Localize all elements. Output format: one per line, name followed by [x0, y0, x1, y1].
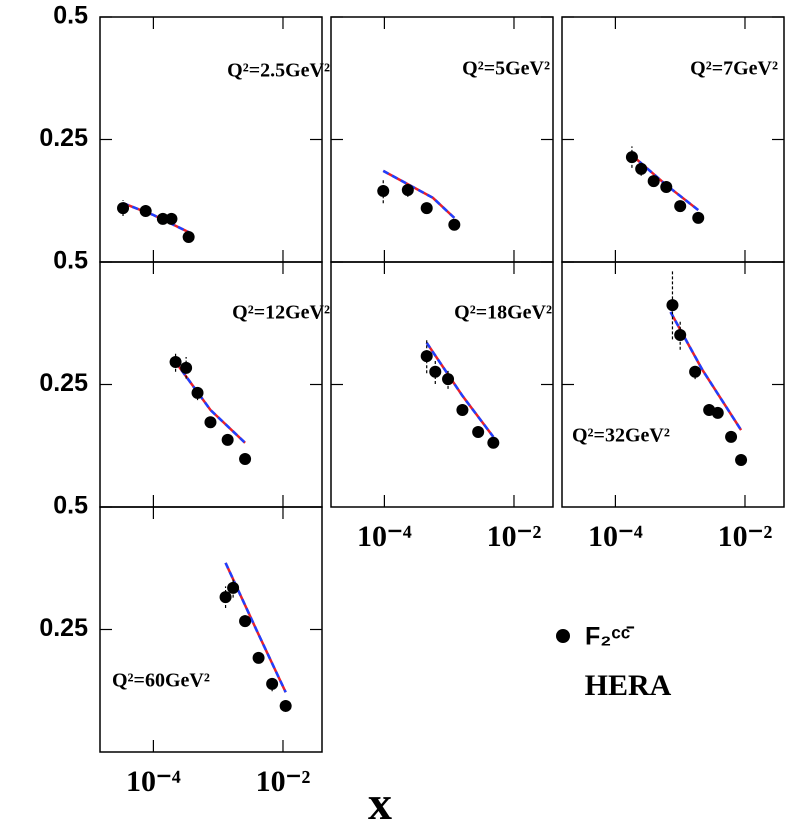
data-point [169, 355, 182, 368]
data-point [456, 403, 469, 416]
panel-label: Q²=7GeV² [690, 58, 778, 80]
data-point [666, 299, 679, 312]
y-tick-label: 0.5 [53, 492, 88, 520]
x-axis-label: x [368, 777, 392, 830]
data-point [647, 175, 660, 188]
x-tick-label: 10⁻² [487, 520, 542, 553]
data-point [711, 406, 724, 419]
x-tick-label: 10⁻² [718, 520, 773, 553]
data-point [442, 373, 455, 386]
data-point [472, 426, 485, 439]
legend-label: F₂ᶜᶜ̄ [585, 623, 634, 651]
data-point [735, 453, 748, 466]
data-point [266, 677, 279, 690]
data-point [674, 329, 687, 342]
data-point [448, 218, 461, 231]
panel-label: Q²=5GeV² [462, 58, 550, 80]
legend-marker [556, 629, 570, 643]
fit-line [174, 361, 246, 444]
x-tick-label: 10⁻⁴ [357, 520, 412, 553]
data-point [279, 699, 292, 712]
panel-frame [561, 16, 785, 263]
y-tick-label: 0.25 [39, 614, 88, 642]
panel-frame [99, 16, 323, 263]
data-point [156, 212, 169, 225]
data-point [221, 433, 234, 446]
x-tick-label: 10⁻² [256, 765, 311, 798]
data-point [239, 452, 252, 465]
y-tick-label: 0.25 [39, 369, 88, 397]
data-point [139, 205, 152, 218]
panel-label: Q²=12GeV² [232, 302, 330, 324]
data-point [252, 651, 265, 664]
data-point [429, 365, 442, 378]
data-point [635, 162, 648, 175]
data-point [377, 184, 390, 197]
panel-frame [330, 16, 554, 263]
data-point [191, 386, 204, 399]
panel-frame [330, 261, 554, 508]
y-tick-label: 0.5 [53, 247, 88, 275]
data-point [692, 211, 705, 224]
data-point [182, 231, 195, 244]
y-tick-label: 0.25 [39, 124, 88, 152]
data-point [204, 416, 217, 429]
annotation: HERA [585, 669, 672, 702]
data-point [725, 430, 738, 443]
data-point [420, 350, 433, 363]
panel-label: Q²=2.5GeV² [227, 60, 330, 82]
y-tick-label: 0.5 [53, 2, 88, 30]
data-point [625, 151, 638, 164]
data-point [219, 591, 232, 604]
data-point [689, 365, 702, 378]
panel-label: Q²=18GeV² [454, 302, 552, 324]
data-point [420, 202, 433, 215]
data-point [117, 202, 130, 215]
panel-label: Q²=60GeV² [112, 670, 210, 692]
fit-line [425, 342, 495, 438]
data-point [227, 581, 240, 594]
data-point [674, 200, 687, 213]
fit-line [382, 169, 456, 219]
data-point [180, 361, 193, 374]
panel-frame [99, 261, 323, 508]
data-point [165, 212, 178, 225]
fit-line [382, 169, 456, 219]
data-point [487, 436, 500, 449]
panel-frame [99, 506, 323, 753]
data-point [401, 183, 414, 196]
data-point [660, 181, 673, 194]
x-tick-label: 10⁻⁴ [126, 765, 181, 798]
fit-line [425, 342, 495, 438]
fit-line [122, 202, 190, 234]
data-point [239, 615, 252, 628]
panel-label: Q²=32GeV² [572, 425, 670, 447]
fit-line [174, 361, 246, 444]
x-tick-label: 10⁻⁴ [588, 520, 643, 553]
